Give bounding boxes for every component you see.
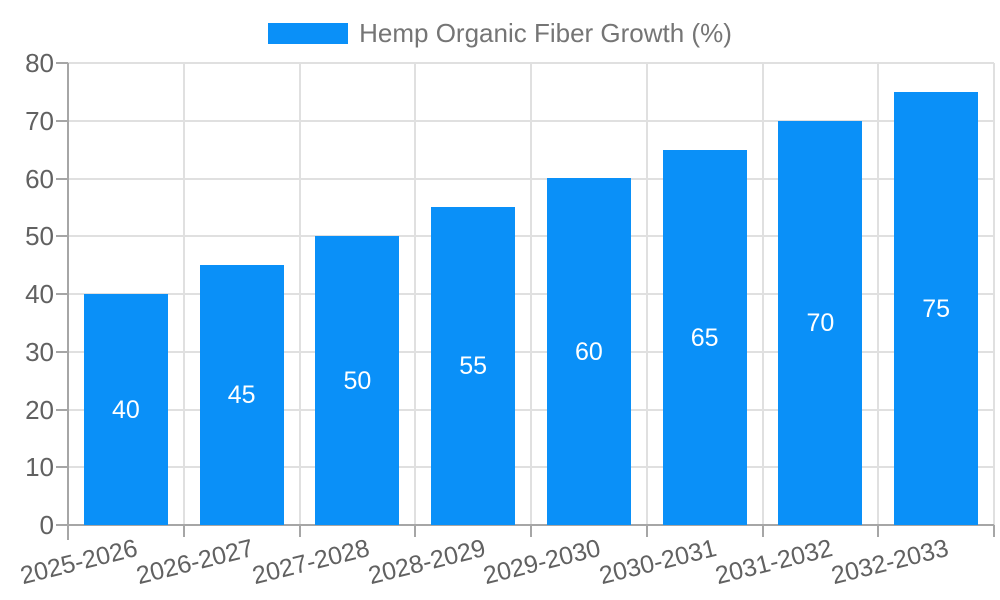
y-tick (56, 350, 68, 353)
x-gridline (414, 63, 417, 525)
x-tick (993, 525, 995, 537)
bar-value-label: 45 (227, 381, 256, 409)
x-tick (298, 525, 301, 537)
x-gridline (993, 63, 995, 525)
bar-2028-2029[interactable]: 55 (431, 207, 516, 525)
y-tick-label: 0 (39, 510, 54, 540)
y-tick-label: 70 (25, 105, 54, 136)
x-tick (414, 525, 417, 537)
x-gridline (298, 63, 301, 525)
y-tick (56, 62, 68, 64)
bar-value-label: 65 (690, 323, 719, 352)
x-tick-label-2030-2031: 2030-2031 (596, 534, 720, 591)
y-tick-label: 10 (25, 452, 54, 483)
x-tick (877, 525, 880, 537)
x-tick (645, 525, 648, 537)
x-tick (761, 525, 764, 537)
y-tick (56, 235, 68, 238)
x-tick (530, 525, 532, 537)
y-tick-label: 30 (25, 336, 54, 367)
x-tick-label-2029-2030: 2029-2030 (480, 534, 604, 591)
x-gridline (761, 63, 764, 525)
y-tick-label: 80 (25, 48, 54, 78)
y-tick (56, 119, 68, 122)
x-gridline (877, 63, 880, 525)
x-tick-label-2026-2027: 2026-2027 (133, 534, 257, 591)
bar-2032-2033[interactable]: 75 (894, 92, 979, 525)
x-gridline (182, 63, 185, 525)
y-tick (56, 466, 68, 469)
legend-label: Hemp Organic Fiber Growth (%) (359, 18, 732, 48)
y-tick-label: 50 (25, 221, 54, 252)
x-tick-label-2027-2028: 2027-2028 (249, 534, 373, 591)
bar-2029-2030[interactable]: 60 (546, 178, 631, 525)
chart-legend[interactable]: Hemp Organic Fiber Growth (%) (0, 16, 1000, 50)
y-tick-label: 40 (25, 279, 54, 309)
legend-swatch (268, 22, 349, 44)
x-gridline (645, 63, 648, 525)
bar-2030-2031[interactable]: 65 (662, 150, 747, 525)
bar-value-label: 60 (574, 337, 603, 366)
y-axis-line (67, 63, 69, 540)
y-tick (56, 408, 68, 411)
bar-value-label: 40 (111, 395, 140, 424)
bar-value-label: 55 (459, 352, 488, 380)
y-tick-label: 20 (25, 394, 54, 425)
bar-2026-2027[interactable]: 45 (199, 265, 284, 525)
bar-2027-2028[interactable]: 50 (315, 236, 400, 525)
y-tick (56, 177, 68, 180)
bar-value-label: 75 (922, 294, 951, 323)
x-tick-label-2025-2026: 2025-2026 (17, 534, 141, 591)
x-tick-label-2031-2032: 2031-2032 (712, 534, 836, 591)
bar-value-label: 50 (343, 366, 372, 395)
bar-value-label: 70 (806, 309, 835, 337)
x-axis-line (56, 524, 994, 526)
y-tick (56, 293, 68, 295)
x-gridline (530, 63, 532, 525)
bar-2025-2026[interactable]: 40 (83, 294, 168, 525)
x-tick (182, 525, 185, 537)
y-tick-label: 60 (25, 163, 54, 194)
bar-2031-2032[interactable]: 70 (778, 121, 863, 525)
x-tick-label-2032-2033: 2032-2033 (828, 534, 951, 591)
x-tick-label-2028-2029: 2028-2029 (365, 534, 488, 591)
